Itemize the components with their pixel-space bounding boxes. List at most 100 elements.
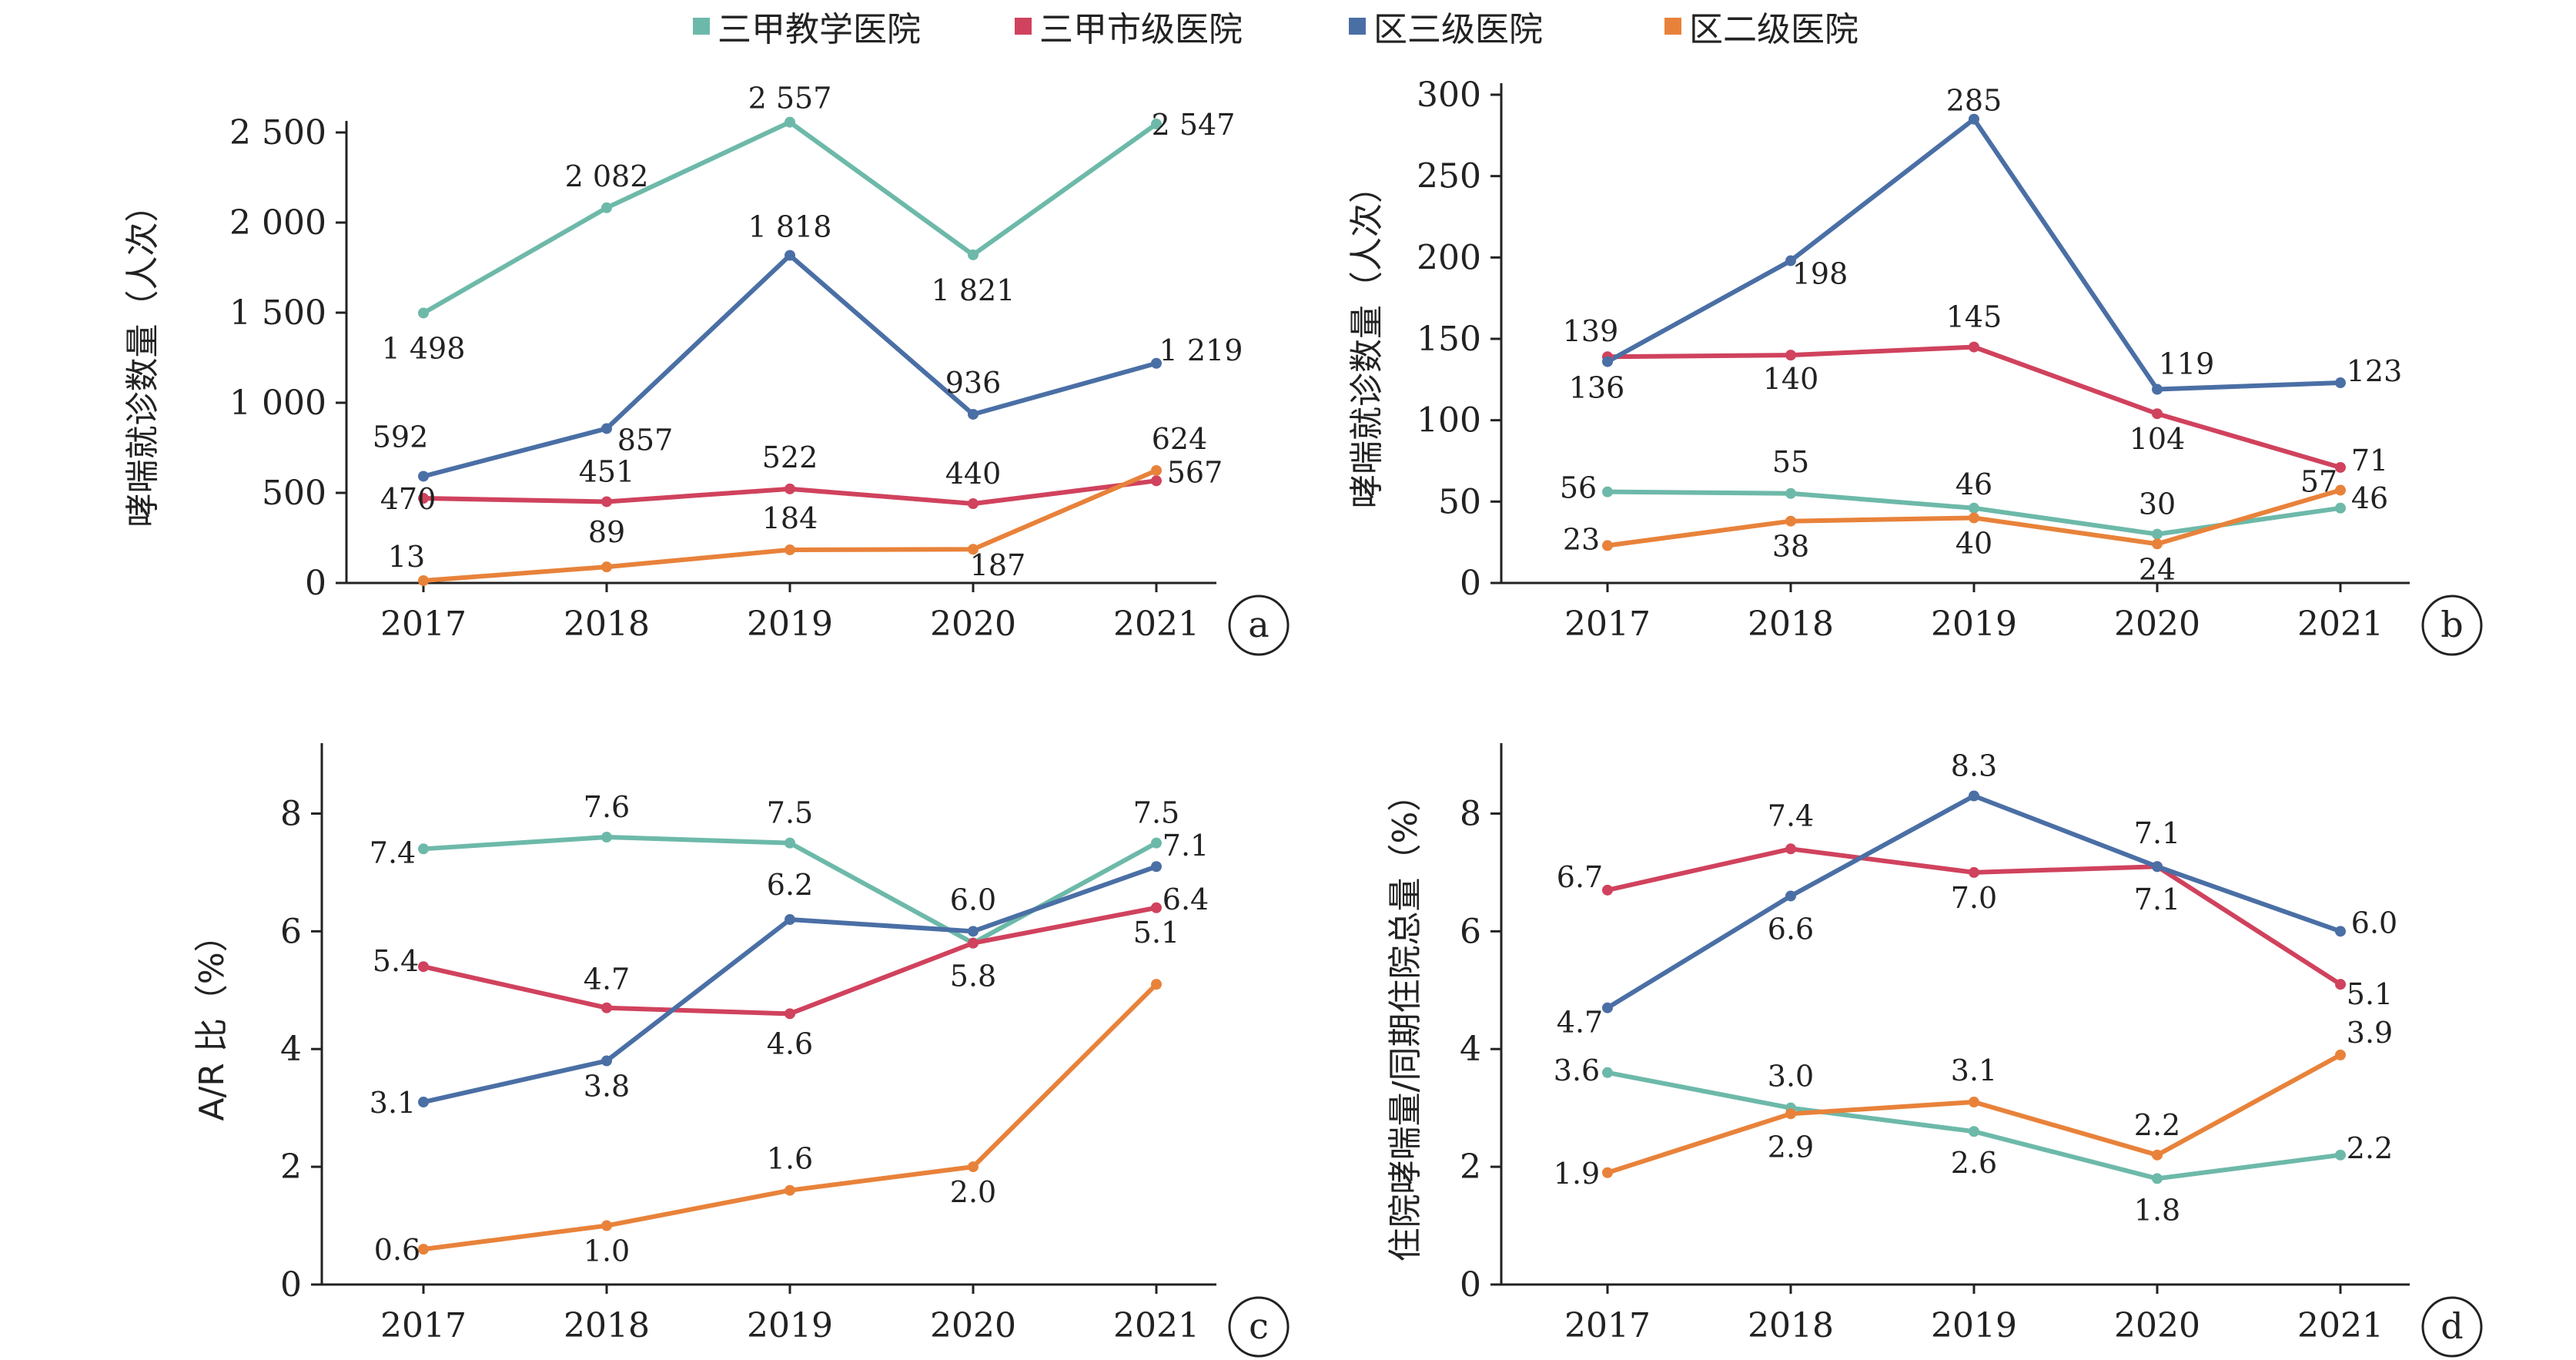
data-label: 6.4 — [1163, 883, 1209, 916]
panel-a: 0 500 1 000 1 500 2 000 2 500 2017 2018 2019 2020… — [123, 82, 1290, 656]
data-point — [1602, 540, 1613, 551]
data-label: 2 547 — [1152, 108, 1236, 142]
y-tick-label: 250 — [1417, 157, 1481, 196]
data-point — [2335, 484, 2346, 496]
data-label: 1.8 — [2134, 1193, 2180, 1227]
data-point — [2335, 979, 2346, 990]
data-point — [418, 1097, 429, 1108]
x-tick-label: 2019 — [1931, 1306, 2017, 1345]
data-point — [1969, 113, 1979, 125]
data-label: 136 — [1569, 371, 1625, 405]
series-line — [1607, 344, 2341, 470]
data-point — [1969, 790, 1979, 802]
x-tick-label: 2021 — [2297, 605, 2384, 644]
data-point — [2335, 1149, 2346, 1161]
data-label: 145 — [1946, 300, 2002, 334]
legend-swatch — [1349, 18, 1366, 35]
x-tick-label: 2020 — [2114, 1306, 2200, 1345]
data-point — [418, 493, 429, 504]
data-label: 5.4 — [373, 944, 419, 978]
data-point — [1602, 1002, 1613, 1013]
x-tick-label: 2018 — [1748, 605, 1834, 644]
data-label: 7.5 — [767, 796, 813, 830]
data-point — [1785, 255, 1796, 266]
data-point — [785, 1184, 795, 1196]
data-label: 1.0 — [584, 1234, 630, 1268]
data-point — [2335, 502, 2346, 514]
data-point — [968, 926, 979, 937]
data-label: 6.7 — [1557, 860, 1603, 894]
data-point — [785, 837, 795, 849]
data-label: 40 — [1955, 526, 1992, 560]
y-axis-label: 住院哮喘量/同期住院总量（%） — [1386, 778, 1425, 1262]
legend-item: 区三级医院 — [1349, 5, 1543, 49]
y-tick-label: 2 000 — [229, 203, 326, 243]
legend-label: 区三级医院 — [1373, 10, 1543, 49]
data-point — [2335, 926, 2346, 937]
x-tick-label: 2020 — [930, 1306, 1016, 1345]
data-point — [418, 1244, 429, 1255]
data-label: 2.2 — [2347, 1131, 2393, 1165]
data-point — [601, 561, 612, 573]
data-label: 567 — [1167, 455, 1223, 489]
data-label: 3.6 — [1554, 1053, 1600, 1087]
data-label: 71 — [2351, 444, 2388, 477]
panel-label: a — [1248, 604, 1269, 645]
data-label: 6.0 — [2351, 906, 2397, 940]
data-label: 624 — [1152, 422, 1208, 456]
data-label: 56 — [1560, 471, 1597, 505]
data-point — [2152, 1173, 2163, 1184]
data-point — [1602, 1067, 1613, 1078]
y-tick-label: 2 — [280, 1147, 302, 1187]
data-point — [601, 1002, 612, 1013]
data-label: 13 — [388, 540, 425, 574]
panel-label-circle — [1228, 1296, 1290, 1358]
data-point — [2335, 1049, 2346, 1060]
data-point — [1969, 1097, 1979, 1108]
data-label: 285 — [1946, 84, 2002, 118]
data-label: 2.2 — [2134, 1108, 2180, 1142]
data-label: 3.0 — [1768, 1060, 1814, 1094]
data-point — [1785, 515, 1796, 527]
data-label: 2.6 — [1951, 1146, 1997, 1180]
y-axis-label: A/R 比（%） — [192, 918, 232, 1120]
data-point — [418, 307, 429, 319]
data-label: 2.9 — [1768, 1130, 1814, 1164]
data-label: 1 498 — [382, 331, 466, 365]
data-label: 4.7 — [584, 963, 630, 997]
data-label: 140 — [1763, 362, 1819, 396]
legend: 三甲教学医院 三甲市级医院 区三级医院 区二级医院 — [0, 0, 2576, 49]
x-tick-label: 2017 — [1564, 605, 1651, 644]
data-point — [2152, 408, 2163, 420]
data-label: 0.6 — [374, 1233, 420, 1267]
x-tick-label: 2019 — [1931, 605, 2017, 644]
x-tick-label: 2019 — [747, 1306, 833, 1345]
legend-item: 三甲教学医院 — [693, 5, 921, 49]
data-point — [601, 496, 612, 507]
data-label: 522 — [762, 440, 818, 474]
data-point — [1602, 486, 1613, 497]
data-label: 38 — [1772, 530, 1809, 564]
data-point — [2152, 538, 2163, 550]
legend-item: 区二级医院 — [1664, 5, 1858, 49]
data-point — [1969, 341, 1979, 353]
data-point — [601, 1055, 612, 1067]
x-tick-label: 2021 — [1113, 1306, 1199, 1345]
data-label: 8.3 — [1951, 749, 1997, 783]
data-label: 7.4 — [370, 836, 416, 869]
y-axis-label: 哮喘就诊数量（人次） — [1347, 169, 1387, 508]
y-tick-label: 8 — [280, 794, 302, 833]
y-tick-label: 2 — [1460, 1147, 1481, 1187]
y-tick-label: 300 — [1417, 75, 1481, 115]
data-label: 857 — [617, 423, 674, 457]
data-point — [1785, 350, 1796, 361]
x-tick-label: 2020 — [930, 605, 1016, 644]
panel-b: 0 50 100 150 200 250 300 2017 2018 2019 2020 2021 哮喘… — [1347, 75, 2483, 656]
data-point — [601, 832, 612, 843]
data-point — [1785, 890, 1796, 902]
data-point — [1151, 902, 1162, 913]
y-tick-label: 0 — [305, 564, 326, 603]
data-label: 2 557 — [748, 82, 832, 116]
data-point — [968, 1161, 979, 1173]
panel-label-circle — [2421, 595, 2483, 656]
